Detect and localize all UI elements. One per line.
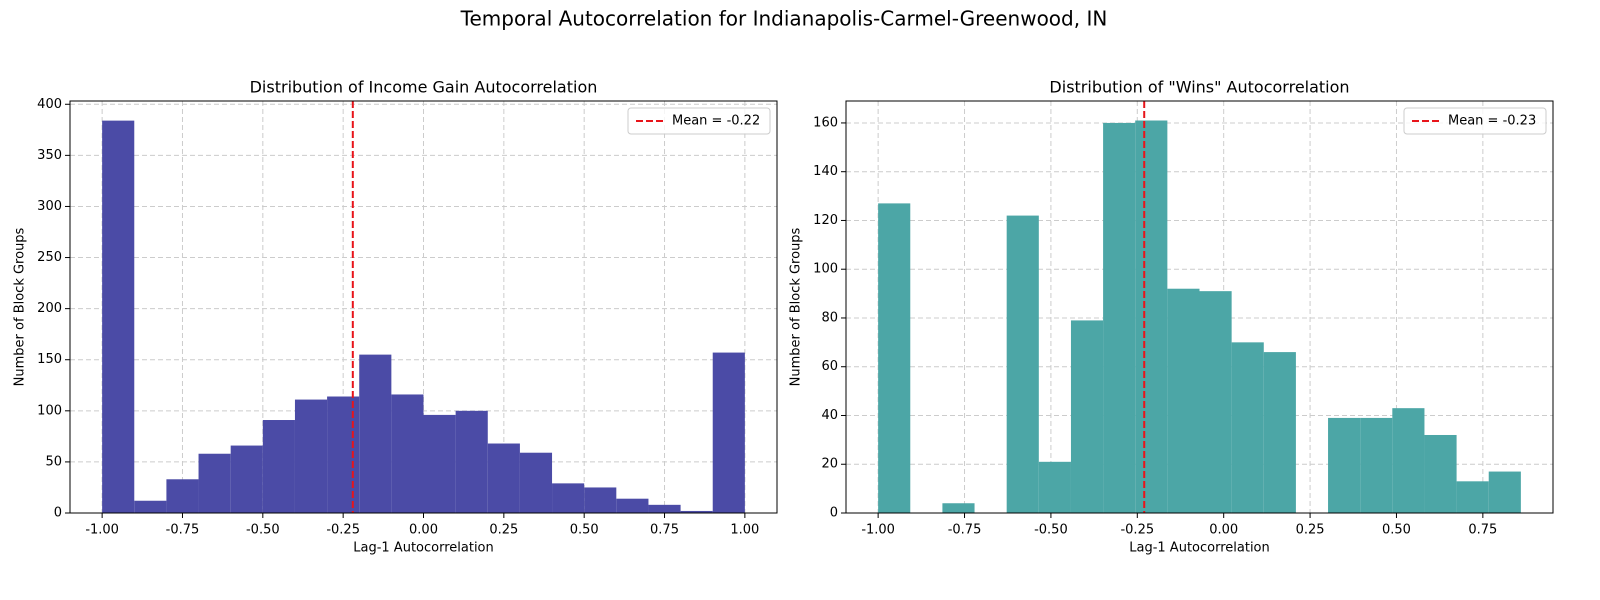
histogram-bar [1006,215,1039,513]
histogram-bar [1360,417,1393,513]
histogram-bar [584,487,617,513]
legend-box [1403,107,1547,135]
histogram-bar [1199,291,1232,513]
y-tick-label: 150 [37,352,62,367]
histogram-bar [166,479,199,513]
histogram-bar [198,453,231,513]
y-axis-label: Number of Block Groups [13,227,28,386]
y-tick-label: 120 [813,213,838,228]
x-tick-label: 1.00 [730,523,759,538]
histogram-bar [230,445,263,513]
x-tick-label: -0.50 [246,523,280,538]
histogram-bar [487,443,520,513]
y-tick-label: 350 [37,148,62,163]
y-tick-label: 200 [37,301,62,316]
histogram-bar [327,396,360,513]
histogram-bar [942,503,975,513]
histogram-bar [1456,481,1489,513]
y-axis-label: Number of Block Groups [789,227,804,386]
histogram-bar [134,500,167,513]
x-axis-label: Lag-1 Autocorrelation [353,541,494,556]
x-tick-label: 0.50 [1382,523,1411,538]
histogram-bar [552,483,585,513]
legend-label: Mean = -0.23 [1448,114,1536,129]
legend-label: Mean = -0.22 [672,114,760,129]
x-tick-label: -0.25 [326,523,360,538]
histogram-bar [712,352,745,513]
x-tick-label: 0.00 [409,523,438,538]
x-tick-label: -1.00 [861,523,895,538]
histogram-bar [680,510,713,513]
axes-title: Distribution of Income Gain Autocorrelat… [250,78,598,97]
x-tick-label: -1.00 [85,523,119,538]
histogram-bar [648,504,681,513]
x-tick-label: -0.75 [948,523,982,538]
y-tick-label: 100 [37,403,62,418]
histogram-bar [102,120,135,513]
y-tick-label: 60 [821,359,838,374]
histogram-bar [878,203,911,513]
x-tick-label: -0.75 [166,523,200,538]
histogram-bar [294,399,328,513]
histogram-bar [519,452,553,513]
x-tick-label: 0.00 [1209,523,1238,538]
histogram-bar [1103,122,1136,513]
y-tick-label: 250 [37,250,62,265]
y-tick-label: 40 [821,408,838,423]
histogram-bar [391,394,424,513]
histogram-bar [616,498,649,513]
x-tick-label: 0.25 [489,523,518,538]
histogram-bar [1038,461,1071,513]
x-tick-label: 0.75 [650,523,679,538]
histogram-bar [1231,342,1264,513]
y-tick-label: 300 [37,199,62,214]
histogram-bar [1263,352,1296,513]
y-tick-label: 160 [813,115,838,130]
x-tick-label: -0.50 [1034,523,1068,538]
histogram-bar [455,410,488,513]
histogram-bar [1328,417,1361,513]
histogram-bar [1167,288,1200,513]
x-tick-label: 0.25 [1296,523,1325,538]
x-axis-label: Lag-1 Autocorrelation [1129,541,1270,556]
axes-frame [845,100,1554,514]
histogram-bar [1070,320,1104,513]
y-tick-label: 50 [45,454,62,469]
histogram-bar [423,414,456,513]
y-tick-label: 0 [54,506,62,521]
y-tick-label: 80 [821,310,838,325]
histogram-bar [1135,120,1168,513]
x-tick-label: 0.50 [570,523,599,538]
y-tick-label: 100 [813,262,838,277]
histogram-bar [1488,471,1521,513]
axes-title: Distribution of "Wins" Autocorrelation [1049,78,1349,97]
x-tick-label: 0.75 [1468,523,1497,538]
y-tick-label: 20 [821,457,838,472]
x-tick-label: -0.25 [1120,523,1154,538]
figure-title: Temporal Autocorrelation for Indianapoli… [460,7,1108,31]
histogram-bar [359,354,392,513]
y-tick-label: 400 [37,97,62,112]
histogram-bar [262,420,295,513]
y-tick-label: 140 [813,164,838,179]
legend-box [627,107,771,135]
histogram-bar [1424,434,1457,513]
y-tick-label: 0 [830,506,838,521]
histogram-bar [1392,408,1425,513]
